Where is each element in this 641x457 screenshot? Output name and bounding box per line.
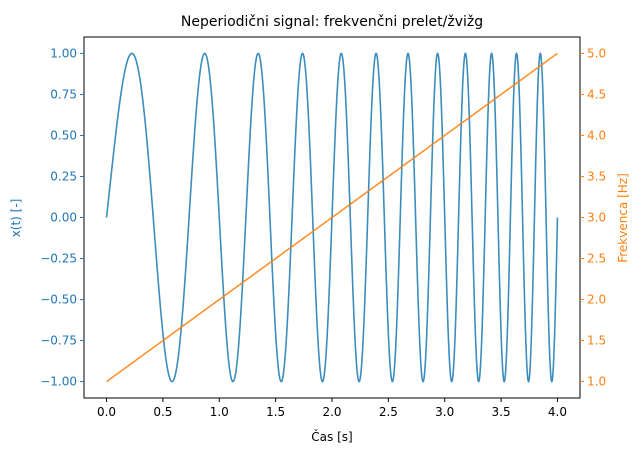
y-left-tick-label: 0.25 [50, 169, 77, 183]
frequency-series-line [106, 52, 558, 383]
x-tick-label: 0.5 [153, 405, 172, 419]
x-tick-label: 0.0 [97, 405, 116, 419]
x-tick-label: 2.5 [379, 405, 398, 419]
x-axis-label: Čas [s] [311, 429, 352, 444]
y-left-tick-label: −1.00 [40, 375, 77, 389]
y-left-tick-label: 0.00 [50, 211, 77, 225]
y-right-tick-label: 2.5 [587, 252, 606, 266]
y-right-tick-label: 4.0 [587, 128, 606, 142]
x-tick-label: 4.0 [548, 405, 567, 419]
y-left-tick-label: −0.50 [40, 293, 77, 307]
y-axis-label-left: x(t) [-] [9, 199, 23, 238]
x-tick-label: 1.0 [210, 405, 229, 419]
y-right-tick-label: 4.5 [587, 87, 606, 101]
y-right-tick-label: 3.5 [587, 169, 606, 183]
y-left-tick-label: −0.75 [40, 334, 77, 348]
y-left-tick-label: 0.50 [50, 128, 77, 142]
y-axis-label-right: Frekvenca [Hz] [616, 173, 630, 263]
y-left-tick-label: −0.25 [40, 252, 77, 266]
y-right-tick-label: 3.0 [587, 211, 606, 225]
y-right-tick-label: 5.0 [587, 46, 606, 60]
x-tick-label: 3.0 [435, 405, 454, 419]
chart-title: Neperiodični signal: frekvenčni prelet/ž… [181, 14, 483, 30]
y-right-tick-label: 1.0 [587, 375, 606, 389]
x-tick-label: 3.5 [492, 405, 511, 419]
x-tick-label: 1.5 [266, 405, 285, 419]
y-right-tick-label: 1.5 [587, 334, 606, 348]
y-left-tick-label: 0.75 [50, 87, 77, 101]
y-right-tick-label: 2.0 [587, 293, 606, 307]
y-left-tick-label: 1.00 [50, 46, 77, 60]
x-tick-label: 2.0 [322, 405, 341, 419]
